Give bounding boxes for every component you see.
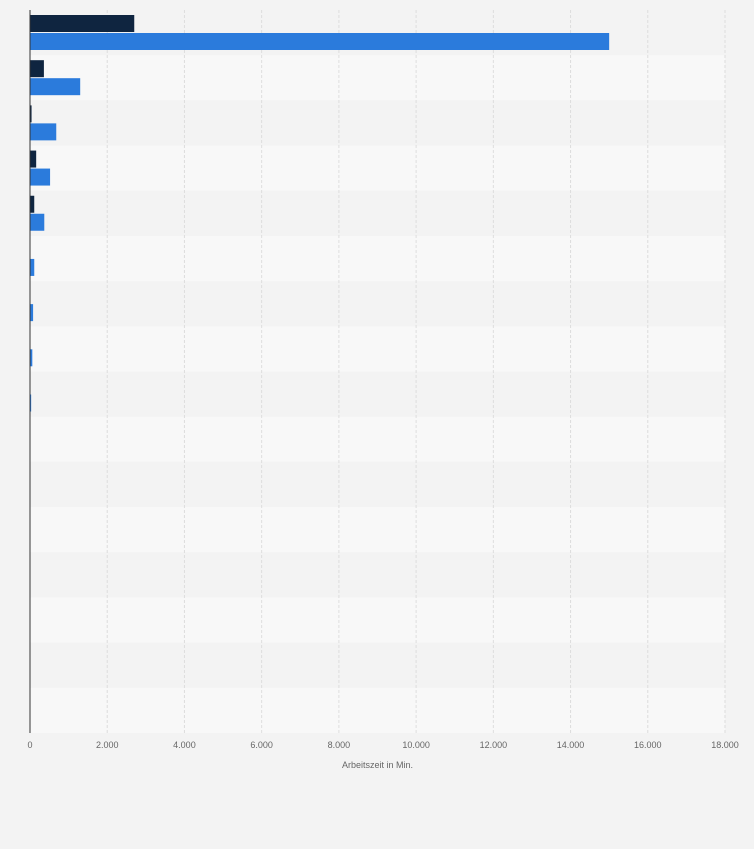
x-tick-label: 16.000 [634, 740, 662, 750]
category-band [30, 190, 725, 236]
bar [30, 304, 34, 322]
category-bands [30, 10, 725, 733]
x-tick-label: 0 [27, 740, 32, 750]
bar [30, 105, 32, 123]
bar [30, 33, 610, 50]
category-band [30, 281, 725, 327]
bar [30, 168, 51, 186]
bar [30, 213, 45, 231]
x-tick-label: 14.000 [557, 740, 585, 750]
x-tick-label: 12.000 [480, 740, 508, 750]
x-tick-label: 4.000 [173, 740, 196, 750]
bars [30, 15, 610, 412]
x-tick-label: 8.000 [328, 740, 351, 750]
x-tick-label: 2.000 [96, 740, 119, 750]
category-band [30, 461, 725, 508]
category-band [30, 55, 725, 101]
x-tick-label: 18.000 [711, 740, 739, 750]
category-band [30, 687, 725, 733]
category-band [30, 642, 725, 688]
bar [30, 78, 81, 96]
bar [30, 349, 33, 367]
x-axis-title: Arbeitszeit in Min. [342, 760, 413, 770]
category-band [30, 507, 725, 553]
gridlines [106, 10, 726, 733]
category-band [30, 371, 725, 417]
category-band [30, 326, 725, 372]
bar [30, 60, 44, 78]
x-tick-label: 6.000 [250, 740, 273, 750]
x-tick-label: 10.000 [402, 740, 430, 750]
bar [30, 123, 57, 141]
x-axis-ticks: 0 2.000 4.000 6.000 8.000 10.000 12.000 14.000 1… [27, 740, 738, 750]
category-band [30, 235, 725, 282]
category-band [30, 145, 725, 191]
category-band [30, 552, 725, 598]
bar [30, 394, 32, 412]
bar [30, 15, 135, 32]
bar [30, 150, 37, 168]
category-band [30, 597, 725, 643]
bar [30, 258, 35, 276]
category-band [30, 100, 725, 146]
bar [30, 195, 35, 213]
category-band [30, 416, 725, 462]
